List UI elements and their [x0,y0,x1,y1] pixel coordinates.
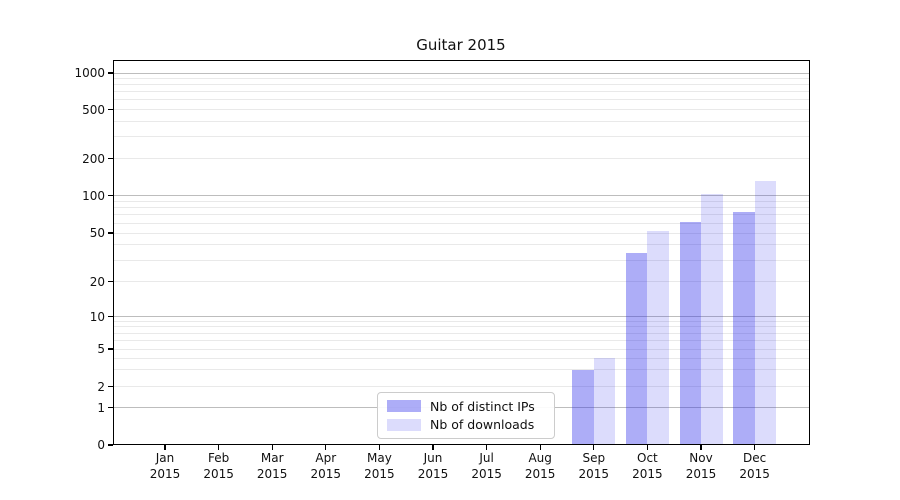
gridline-minor [114,386,809,387]
x-tick-label: May 2015 [364,451,395,481]
gridline-minor [114,369,809,371]
legend-item-downloads: Nb of downloads [387,417,545,432]
y-tick-label: 1000 [74,66,105,80]
y-axis-tick [108,280,113,283]
y-tick-label: 10 [89,309,105,324]
x-tick-label: Apr 2015 [310,451,342,481]
y-tick-label: 1 [97,400,105,415]
x-axis-tick [539,445,541,450]
gridline-minor [114,78,809,80]
y-axis-tick [108,194,113,197]
gridline-minor [114,222,809,224]
y-tick-label: 100 [82,188,105,203]
legend-item-distinct-ips: Nb of distinct IPs [387,399,545,414]
y-axis-tick [108,444,113,446]
y-axis-tick [108,406,113,409]
gridline-minor [114,91,809,93]
y-tick-label: 0 [97,438,105,452]
gridline-minor [114,332,809,334]
bar-downloads [647,230,669,445]
gridline-minor [114,136,809,138]
gridline-minor [114,244,809,246]
y-tick-label: 200 [82,151,105,166]
gridline-major [114,72,809,74]
gridline-minor [114,84,809,86]
gridline-minor [114,339,809,341]
x-axis-tick [378,445,381,450]
x-tick-label: Jul 2015 [471,451,502,481]
gridline-minor [114,214,809,216]
x-tick-label: Nov 2015 [685,451,717,481]
gridline-minor [114,326,809,328]
gridline-minor [114,207,809,209]
gridline-minor [114,158,809,159]
gridline-minor [114,348,809,350]
x-tick-label: Jun 2015 [417,451,449,481]
gridline-minor [114,120,809,122]
x-tick-label: Dec 2015 [739,451,770,481]
y-axis-tick [108,232,113,234]
x-axis-tick [593,445,595,450]
gridline-minor [114,281,809,282]
x-axis-tick [432,445,434,450]
y-tick-label: 20 [89,274,105,289]
y-axis-tick [108,72,113,74]
bar-distinct-ips [733,211,755,445]
gridline-minor [114,259,809,261]
x-axis-tick [753,445,756,450]
bar-distinct-ips [625,253,648,445]
x-axis-tick [325,445,327,450]
x-axis-tick [164,445,166,450]
bar-downloads [593,358,616,445]
x-axis-tick [271,445,273,450]
gridline-minor [114,357,809,359]
y-axis-tick [108,315,113,318]
bar-downloads [701,194,723,445]
x-axis-tick [485,445,488,450]
x-tick-label: Jan 2015 [149,451,181,481]
legend-swatch-distinct-ips [387,400,421,413]
gridline-minor [114,99,809,101]
x-axis-tick [217,445,220,450]
bar-distinct-ips [572,369,594,445]
x-tick-label: Feb 2015 [203,451,234,481]
x-tick-label: Aug 2015 [524,451,556,481]
gridline-major [114,195,809,196]
legend-label-distinct-ips: Nb of distinct IPs [430,398,535,414]
gridline-minor [114,109,809,110]
y-axis-tick [108,348,113,350]
x-tick-label: Sep 2015 [578,451,610,481]
x-tick-label: Mar 2015 [256,451,288,481]
y-tick-label: 2 [97,379,105,394]
y-tick-label: 50 [89,226,105,240]
legend-label-downloads: Nb of downloads [430,417,535,433]
y-tick-label: 5 [97,342,105,356]
gridline-minor [114,232,809,234]
x-axis-tick [646,445,649,450]
y-tick-label: 500 [82,102,105,117]
y-axis-tick [108,108,113,111]
y-axis-tick [108,385,113,388]
chart-title: Guitar 2015 [416,36,506,54]
gridline-minor [114,320,809,322]
gridline-major [114,316,809,317]
gridline-minor [114,200,809,202]
bar-distinct-ips [679,222,701,445]
legend-swatch-downloads [387,418,421,431]
x-axis-tick [700,445,702,450]
legend: Nb of distinct IPs Nb of downloads [377,392,555,439]
y-axis-tick [108,157,113,160]
bar-downloads [754,181,777,445]
x-tick-label: Oct 2015 [632,451,663,481]
